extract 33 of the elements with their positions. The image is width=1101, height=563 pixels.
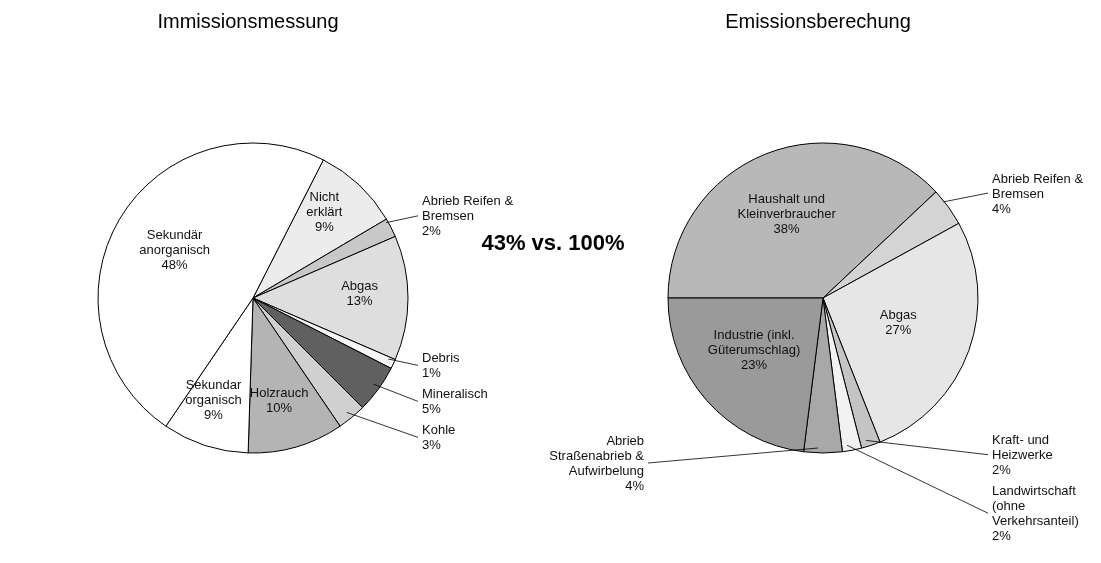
slice-label: Abrieb Reifen & Bremsen (992, 170, 1084, 201)
chart-title: Immissionsmessung (157, 10, 339, 33)
data-label: 9% (315, 219, 335, 235)
data-label: 5% (422, 401, 442, 417)
slice-label: Abgas (879, 306, 918, 322)
data-label: 27% (885, 321, 912, 337)
data-label: 38% (773, 221, 801, 237)
data-label: 9% (204, 406, 224, 422)
data-label: 2% (422, 223, 442, 239)
data-label: 13% (346, 293, 374, 308)
slice-label: Landwirtschaft (ohne Verkehrsanteil) (992, 483, 1079, 529)
data-label: 1% (422, 365, 442, 381)
slice-label: Sekundär anorganisch (139, 227, 211, 258)
data-label: 2% (992, 462, 1012, 478)
slice-label: Debris (422, 350, 461, 366)
data-label: 4% (992, 200, 1012, 216)
slice-label: Kohle (422, 422, 456, 438)
slice-label: Kraft- und Heizwerke (992, 432, 1053, 463)
slice-label: Industrie (inkl. Güterumschlag) (707, 326, 801, 357)
text: 43% vs. 100% (481, 230, 625, 256)
data-label: 10% (266, 400, 293, 416)
data-label: 3% (422, 437, 442, 453)
chart-title: Emissionsberechung (725, 10, 911, 33)
slice-label: Mineralisch (422, 386, 488, 402)
data-label: 4% (625, 478, 645, 493)
slice-label: Abgas (341, 278, 379, 293)
data-label: 2% (992, 528, 1012, 544)
data-label: 48% (161, 257, 189, 273)
data-label: 23% (741, 356, 768, 372)
slice-label: Haushalt und Kleinverbraucher (737, 191, 837, 222)
slice-label: Nicht erklärt (306, 189, 343, 220)
slice-label: Abrieb Straßenabrieb & Aufwirbelung (549, 433, 645, 478)
slice-label: Abrieb Reifen & Bremsen (422, 193, 514, 224)
